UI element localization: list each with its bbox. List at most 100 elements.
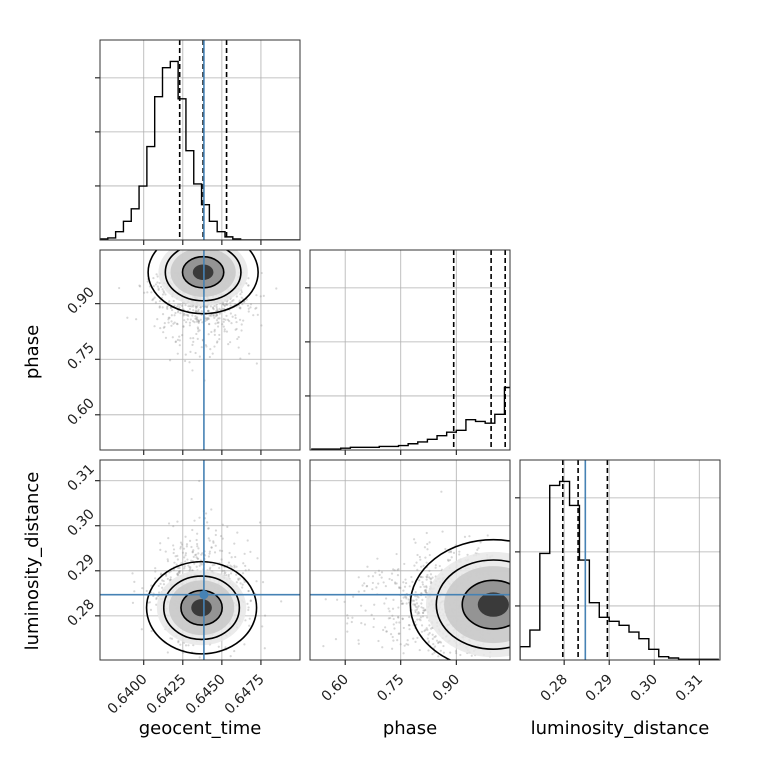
scatter-point [395, 582, 398, 585]
scatter-point [209, 566, 212, 569]
scatter-point [255, 294, 258, 297]
scatter-point [182, 314, 185, 317]
scatter-point [425, 586, 428, 589]
scatter-point [176, 305, 179, 308]
scatter-point [197, 321, 200, 324]
scatter-point [200, 310, 203, 313]
scatter-point [167, 522, 171, 525]
scatter-point [131, 601, 135, 604]
scatter-point [188, 539, 192, 542]
scatter-point [196, 542, 199, 546]
scatter-point [377, 569, 381, 572]
scatter-point [199, 306, 202, 309]
scatter-point [152, 276, 155, 280]
scatter-point [174, 311, 177, 315]
scatter-point [423, 629, 426, 633]
scatter-point [196, 327, 200, 330]
scatter-point [146, 280, 149, 283]
scatter-point [486, 534, 489, 537]
scatter-point [200, 553, 203, 556]
panel-frame [309, 249, 511, 451]
scatter-point [424, 589, 427, 592]
scatter-point [196, 318, 199, 321]
scatter-point [229, 341, 232, 344]
scatter-point [395, 621, 398, 624]
scatter-point [256, 313, 259, 316]
scatter-point [172, 525, 175, 528]
scatter-point [189, 567, 192, 571]
scatter-point [397, 616, 400, 619]
scatter-point [415, 602, 419, 605]
scatter-point [437, 641, 440, 645]
scatter-point [428, 569, 431, 572]
scatter-point [184, 535, 187, 538]
scatter-point [214, 322, 217, 325]
scatter-point [455, 652, 458, 655]
scatter-point [163, 325, 166, 328]
scatter-point [427, 641, 430, 644]
scatter-point [183, 319, 186, 322]
scatter-point [138, 285, 142, 288]
scatter-point [402, 652, 405, 655]
scatter-point [424, 595, 427, 599]
scatter-point [418, 612, 421, 615]
scatter-point [420, 624, 424, 627]
scatter-point [172, 568, 175, 571]
scatter-point [172, 322, 175, 325]
scatter-point [419, 585, 422, 589]
scatter-point [197, 547, 200, 550]
scatter-point [199, 562, 202, 565]
scatter-point [133, 580, 136, 583]
scatter-point [189, 337, 192, 340]
scatter-point [138, 284, 141, 287]
scatter-point [346, 630, 349, 633]
scatter-point [405, 596, 408, 599]
scatter-point [221, 523, 224, 526]
scatter-point [419, 558, 422, 561]
scatter-point [221, 323, 224, 326]
truth-marker [199, 590, 209, 600]
scatter-point [197, 320, 200, 323]
scatter-point [207, 316, 210, 319]
scatter-point [245, 282, 248, 285]
scatter-point [173, 304, 176, 307]
scatter-point [199, 318, 202, 321]
scatter-point [179, 303, 182, 306]
scatter-point [193, 562, 196, 565]
scatter-point [198, 329, 201, 332]
scatter-point [254, 307, 257, 310]
scatter-point [196, 309, 200, 313]
scatter-point [161, 293, 165, 296]
scatter-point [258, 521, 262, 524]
scatter-point [247, 284, 250, 287]
scatter-point [414, 610, 417, 614]
scatter-point [216, 321, 219, 324]
scatter-point [178, 571, 181, 574]
scatter-point [248, 617, 251, 620]
scatter-point [179, 643, 182, 646]
y-tick-label: 0.31 [64, 461, 97, 494]
scatter-point [160, 572, 163, 575]
scatter-point [414, 541, 417, 544]
scatter-point [193, 321, 196, 324]
scatter-point [208, 550, 211, 553]
scatter-point [424, 608, 427, 611]
scatter-point [382, 628, 385, 632]
scatter-point [215, 341, 219, 344]
scatter-point [244, 564, 247, 568]
scatter-point [246, 602, 249, 605]
scatter-point [221, 307, 224, 311]
scatter-point [225, 314, 228, 318]
scatter-point [234, 555, 237, 559]
scatter-point [434, 564, 437, 567]
scatter-point [227, 561, 231, 564]
scatter-point [417, 610, 420, 614]
scatter-point [199, 306, 202, 309]
scatter-point [169, 578, 172, 581]
scatter-point [398, 586, 401, 589]
scatter-point [236, 531, 239, 534]
scatter-point [222, 303, 225, 306]
scatter-point [188, 565, 191, 569]
scatter-point [433, 645, 437, 648]
contour-line [461, 579, 510, 630]
